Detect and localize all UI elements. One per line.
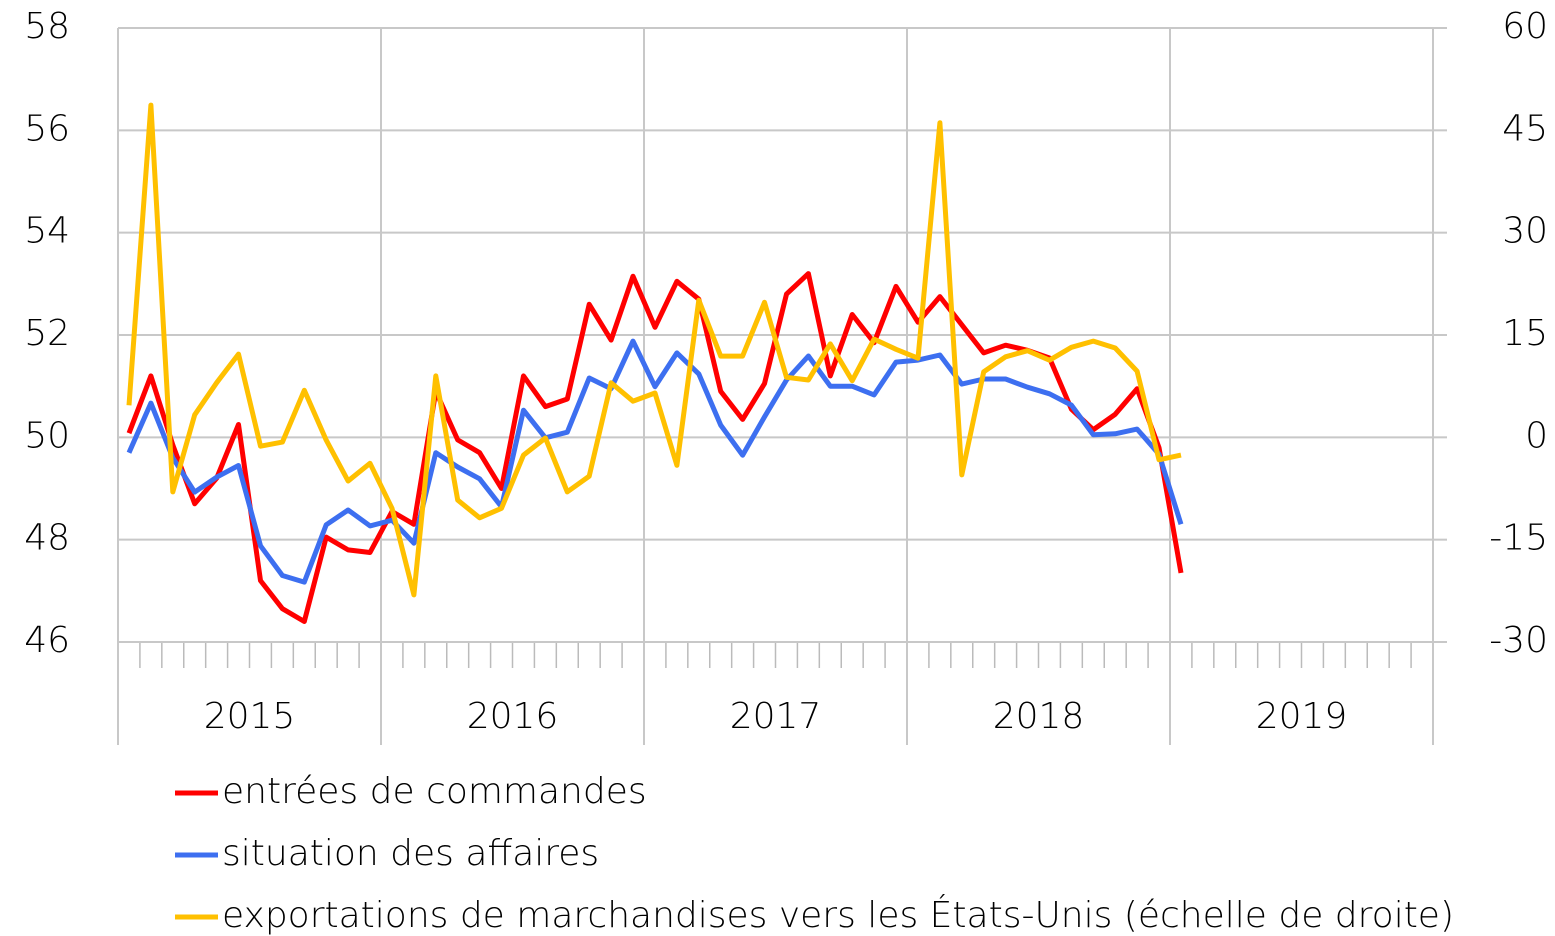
y2-tick-label: 45: [1502, 108, 1548, 149]
y-tick-label: 56: [24, 108, 70, 149]
year-label: 2016: [467, 696, 559, 737]
year-label: 2019: [1256, 696, 1348, 737]
y-tick-label: 52: [24, 313, 70, 354]
y2-tick-label: 30: [1502, 211, 1548, 252]
legend-label: exportations de marchandises vers les Ét…: [222, 894, 1454, 936]
year-label: 2015: [204, 696, 296, 737]
y-tick-label: 54: [24, 211, 70, 252]
year-label: 2017: [730, 696, 822, 737]
legend-label: situation des affaires: [222, 833, 599, 874]
y2-tick-label: 15: [1502, 313, 1548, 354]
series-line: [126, 102, 1182, 598]
y-tick-label: 46: [24, 620, 70, 661]
y2-tick-label: -15: [1489, 518, 1548, 559]
series-line: [126, 271, 1184, 624]
year-label: 2018: [993, 696, 1085, 737]
legend-label: entrées de commandes: [222, 771, 647, 812]
y2-tick-label: -30: [1489, 620, 1548, 661]
series-line: [126, 338, 1184, 585]
y2-tick-label: 60: [1502, 6, 1548, 47]
y-tick-label: 48: [24, 518, 70, 559]
y-tick-label: 50: [24, 415, 70, 456]
y-tick-label: 58: [24, 6, 70, 47]
y2-tick-label: 0: [1525, 415, 1548, 456]
